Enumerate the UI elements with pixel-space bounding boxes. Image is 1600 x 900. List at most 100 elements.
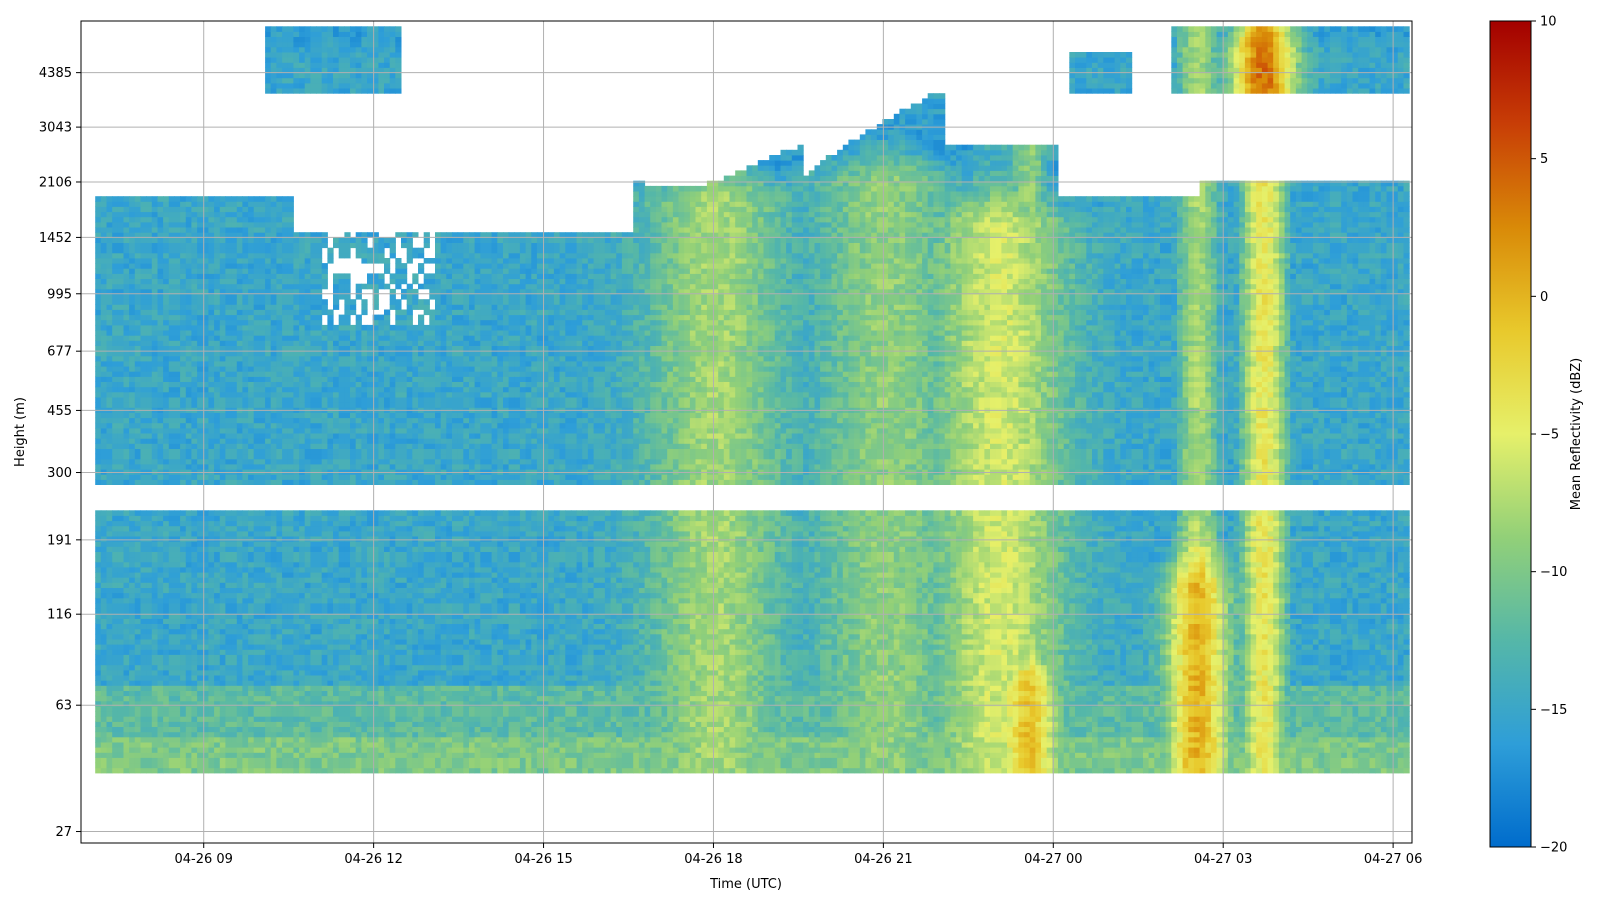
heatmap-cell — [231, 711, 237, 717]
heatmap-cell — [288, 243, 294, 249]
heatmap-cell — [293, 763, 299, 769]
heatmap-cell — [259, 212, 265, 218]
heatmap-cell — [259, 567, 265, 573]
heatmap-cell — [191, 665, 197, 671]
heatmap-cell — [112, 284, 118, 290]
heatmap-cell — [141, 268, 147, 274]
heatmap-cell — [254, 763, 260, 769]
heatmap-cell — [231, 387, 237, 393]
heatmap-cell — [282, 449, 288, 455]
heatmap-cell — [141, 371, 147, 377]
heatmap-cell — [186, 366, 192, 372]
heatmap-cell — [248, 320, 254, 326]
heatmap-cell — [242, 423, 248, 429]
heatmap-cell — [124, 572, 130, 578]
heatmap-cell — [180, 340, 186, 346]
heatmap-cell — [208, 217, 214, 223]
heatmap-cell — [152, 335, 158, 341]
heatmap-cell — [271, 567, 277, 573]
heatmap-cell — [288, 593, 294, 599]
heatmap-cell — [282, 603, 288, 609]
heatmap-cell — [146, 680, 152, 686]
heatmap-cell — [282, 665, 288, 671]
heatmap-cell — [95, 608, 101, 614]
heatmap-cell — [248, 299, 254, 305]
heatmap-cell — [101, 237, 107, 243]
heatmap-cell — [135, 299, 141, 305]
heatmap-cell — [225, 397, 231, 403]
heatmap-cell — [129, 366, 135, 372]
heatmap-cell — [208, 279, 214, 285]
heatmap-cell — [208, 521, 214, 527]
heatmap-cell — [231, 577, 237, 583]
heatmap-cell — [231, 598, 237, 604]
heatmap-cell — [231, 279, 237, 285]
heatmap-cell — [146, 227, 152, 233]
heatmap-cell — [135, 603, 141, 609]
heatmap-cell — [101, 552, 107, 558]
heatmap-cell — [129, 572, 135, 578]
heatmap-cell — [254, 443, 260, 449]
heatmap-cell — [124, 217, 130, 223]
heatmap-cell — [169, 577, 175, 583]
heatmap-cell — [293, 752, 299, 758]
heatmap-cell — [276, 618, 282, 624]
heatmap-cell — [180, 433, 186, 439]
heatmap-cell — [118, 207, 124, 213]
heatmap-cell — [118, 382, 124, 388]
heatmap-cell — [135, 474, 141, 480]
heatmap-cell — [237, 397, 243, 403]
heatmap-cell — [158, 516, 164, 522]
heatmap-cell — [112, 593, 118, 599]
heatmap-cell — [180, 428, 186, 434]
heatmap-cell — [208, 629, 214, 635]
heatmap-cell — [146, 469, 152, 475]
heatmap-cell — [265, 284, 271, 290]
heatmap-cell — [186, 732, 192, 738]
heatmap-cell — [271, 294, 277, 300]
heatmap-cell — [254, 330, 260, 336]
heatmap-cell — [118, 464, 124, 470]
heatmap-cell — [197, 541, 203, 547]
heatmap-cell — [259, 253, 265, 259]
heatmap-cell — [95, 665, 101, 671]
heatmap-cell — [135, 201, 141, 207]
heatmap-cell — [129, 618, 135, 624]
heatmap-cell — [135, 454, 141, 460]
heatmap-cell — [259, 340, 265, 346]
heatmap-cell — [208, 299, 214, 305]
heatmap-cell — [158, 655, 164, 661]
heatmap-cell — [186, 237, 192, 243]
heatmap-cell — [242, 696, 248, 702]
heatmap-cell — [276, 268, 282, 274]
heatmap-cell — [186, 279, 192, 285]
heatmap-cell — [248, 552, 254, 558]
heatmap-cell — [282, 268, 288, 274]
heatmap-cell — [271, 644, 277, 650]
heatmap-cell — [118, 516, 124, 522]
heatmap-cell — [158, 593, 164, 599]
heatmap-cell — [225, 222, 231, 228]
heatmap-cell — [208, 196, 214, 202]
heatmap-cell — [169, 397, 175, 403]
heatmap-cell — [107, 732, 113, 738]
heatmap-cell — [107, 608, 113, 614]
heatmap-cell — [180, 665, 186, 671]
heatmap-cell — [265, 382, 271, 388]
heatmap-cell — [276, 340, 282, 346]
heatmap-cell — [146, 541, 152, 547]
heatmap-cell — [152, 433, 158, 439]
heatmap-cell — [231, 284, 237, 290]
heatmap-cell — [175, 629, 181, 635]
heatmap-cell — [95, 243, 101, 249]
heatmap-cell — [288, 253, 294, 259]
heatmap-cell — [175, 310, 181, 316]
heatmap-cell — [141, 248, 147, 254]
heatmap-cell — [225, 742, 231, 748]
heatmap-cell — [129, 758, 135, 764]
heatmap-cell — [101, 479, 107, 485]
heatmap-cell — [186, 526, 192, 532]
heatmap-cell — [163, 340, 169, 346]
heatmap-cell — [208, 248, 214, 254]
heatmap-cell — [186, 330, 192, 336]
